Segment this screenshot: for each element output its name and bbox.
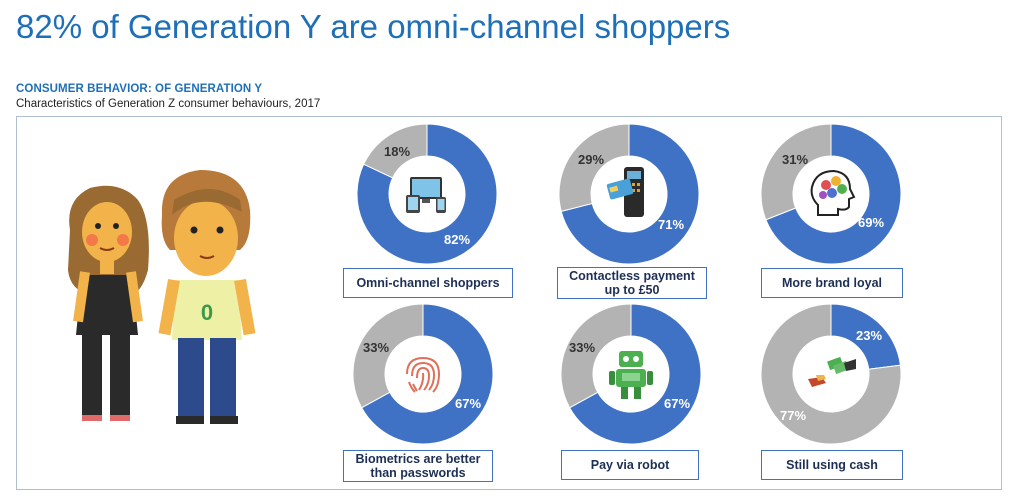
label-contactless: Contactless payment up to £50 <box>557 267 707 299</box>
donut-chart-svg <box>760 303 902 445</box>
robot-icon <box>609 351 653 399</box>
label-cash: Still using cash <box>761 450 903 480</box>
donut-robot <box>560 303 702 445</box>
head-brain-icon <box>810 169 856 216</box>
value-label-primary: 69% <box>858 215 885 230</box>
value-label-secondary: 77% <box>780 408 807 423</box>
donut-contactless <box>558 123 700 265</box>
value-label-secondary: 33% <box>363 340 390 355</box>
woman-figure <box>68 185 149 421</box>
page-title: 82% of Generation Y are omni-channel sho… <box>16 8 731 45</box>
section-subtitle: Characteristics of Generation Z consumer… <box>16 98 321 110</box>
donut-chart-svg <box>560 303 702 445</box>
devices-icon <box>406 177 446 213</box>
man-figure: 0 <box>158 170 256 424</box>
value-label-primary: 67% <box>664 396 691 411</box>
value-label-primary: 67% <box>455 396 482 411</box>
donut-biometrics <box>352 303 494 445</box>
fingerprint-icon <box>406 356 441 393</box>
donut-hole <box>793 336 869 412</box>
value-label-secondary: 29% <box>578 152 605 167</box>
section-heading: CONSUMER BEHAVIOR: OF GENERATION Y <box>16 83 263 95</box>
donut-omni-channel <box>356 123 498 265</box>
value-label-primary: 23% <box>856 328 883 343</box>
value-label-secondary: 18% <box>384 144 411 159</box>
infographic-panel <box>16 116 1002 490</box>
label-robot: Pay via robot <box>561 450 699 480</box>
donut-slice-primary <box>560 123 700 265</box>
shirt-letter: 0 <box>201 300 213 325</box>
value-label-secondary: 31% <box>782 152 809 167</box>
value-label-primary: 71% <box>658 217 685 232</box>
value-label-primary: 82% <box>444 232 471 247</box>
gen-y-people-illustration: 0 <box>68 170 256 424</box>
label-brand-loyal: More brand loyal <box>761 268 903 298</box>
donut-brand-loyal <box>760 123 902 265</box>
cash-hands-icon <box>808 356 856 387</box>
label-omni-channel: Omni-channel shoppers <box>343 268 513 298</box>
label-biometrics: Biometrics are better than passwords <box>343 450 493 482</box>
card-terminal-icon <box>606 167 644 217</box>
value-label-secondary: 33% <box>569 340 596 355</box>
donut-cash <box>760 303 902 445</box>
